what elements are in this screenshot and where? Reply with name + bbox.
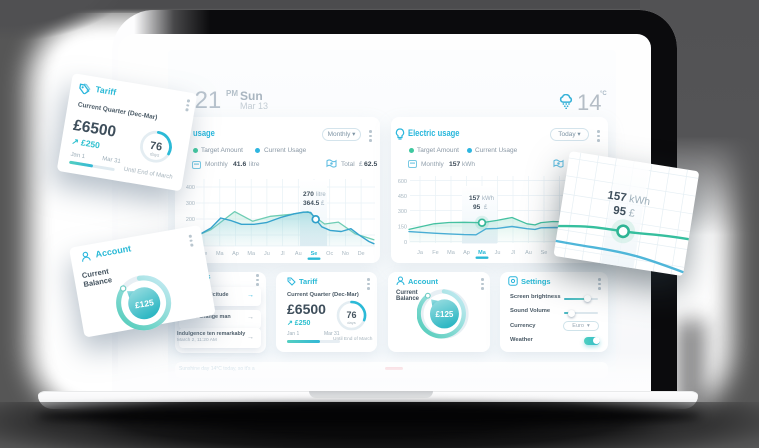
svg-text:157: 157 — [469, 195, 480, 202]
svg-text:days: days — [347, 320, 355, 325]
svg-text:0: 0 — [404, 240, 407, 246]
svg-text:95: 95 — [473, 204, 481, 211]
svg-text:Ju: Ju — [264, 251, 270, 257]
svg-text:76: 76 — [149, 140, 163, 154]
svg-text:£: £ — [484, 205, 488, 211]
svg-text:300: 300 — [398, 209, 407, 215]
svg-text:Ju: Ju — [495, 250, 501, 256]
svg-text:157: 157 — [607, 189, 628, 204]
svg-text:Ma: Ma — [247, 251, 256, 257]
svg-text:150: 150 — [398, 225, 407, 231]
svg-text:Au: Au — [295, 251, 302, 257]
svg-text:Ma: Ma — [478, 250, 487, 256]
svg-text:kWh: kWh — [482, 196, 494, 202]
svg-text:Se: Se — [541, 250, 548, 256]
svg-text:Ap: Ap — [463, 250, 470, 256]
svg-text:450: 450 — [398, 194, 407, 200]
svg-text:600: 600 — [398, 179, 407, 185]
svg-text:£: £ — [321, 201, 325, 207]
svg-text:Jl: Jl — [511, 250, 515, 256]
svg-text:364.5: 364.5 — [303, 200, 320, 207]
svg-text:Ja: Ja — [417, 250, 424, 256]
svg-text:Oc: Oc — [326, 251, 333, 257]
svg-text:Jl: Jl — [281, 251, 285, 257]
svg-text:400: 400 — [186, 185, 195, 191]
svg-text:300: 300 — [186, 201, 195, 207]
svg-text:Ma: Ma — [447, 250, 456, 256]
svg-text:£: £ — [628, 207, 636, 220]
svg-text:95: 95 — [612, 205, 627, 219]
svg-text:Se: Se — [311, 251, 318, 257]
svg-text:De: De — [358, 251, 365, 257]
svg-text:Fe: Fe — [432, 250, 438, 256]
svg-text:£125: £125 — [436, 310, 454, 319]
svg-text:Ma: Ma — [216, 251, 225, 257]
svg-text:days: days — [150, 151, 161, 158]
svg-text:litre: litre — [316, 192, 326, 198]
svg-text:kWh: kWh — [628, 193, 651, 208]
svg-text:£125: £125 — [134, 297, 155, 310]
svg-text:Ap: Ap — [232, 251, 239, 257]
svg-text:76: 76 — [346, 310, 356, 320]
svg-text:200: 200 — [186, 217, 195, 223]
svg-text:No: No — [342, 251, 349, 257]
svg-text:Au: Au — [525, 250, 532, 256]
svg-text:270: 270 — [303, 191, 314, 198]
